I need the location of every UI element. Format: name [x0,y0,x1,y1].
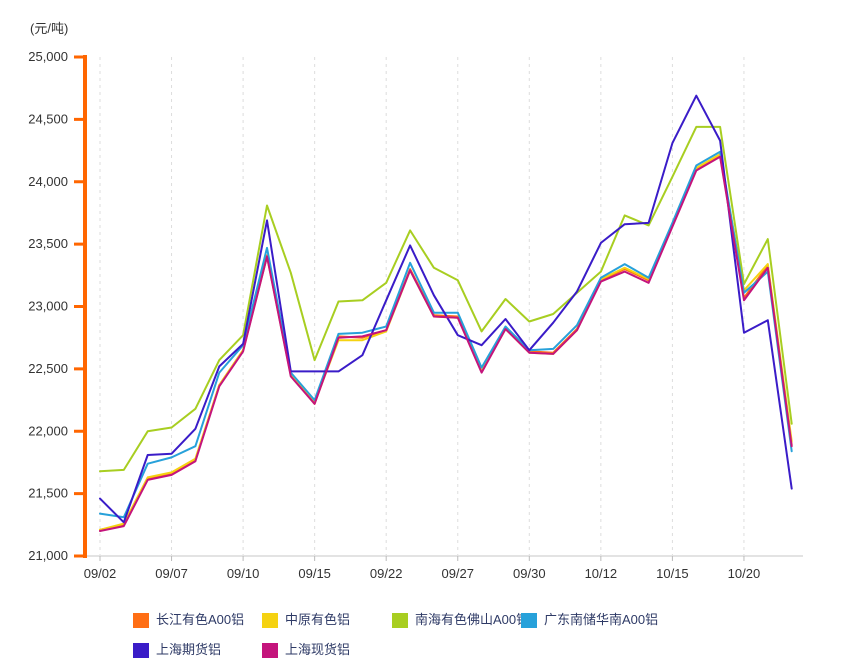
legend-item-5[interactable]: 上海现货铝 [262,642,350,658]
y-axis-tick [74,180,83,184]
y-axis-tick [74,429,83,433]
chart-legend: 长江有色A00铝 中原有色铝 南海有色佛山A00铝 广东南储华南A00铝上海期货铝 上海… [0,600,854,672]
series-line-3 [99,150,793,519]
legend-swatch-icon [262,612,278,628]
chart-canvas: 09/02 09/07 09/10 09/15 09/22 09/27 09/30 10/12… [28,49,803,581]
y-axis-label: 24,000 [28,174,68,189]
y-axis-tick [74,492,83,496]
series-line-5 [99,155,793,532]
x-axis-label: 09/22 [370,566,403,581]
y-axis-label: 24,500 [28,111,68,126]
legend-label: 上海期货铝 [156,642,222,657]
y-axis-tick [74,55,83,59]
series-line-4 [99,94,793,524]
x-axis-label: 09/10 [227,566,260,581]
y-axis-label: 25,000 [28,49,68,64]
x-axis-label: 09/27 [441,566,474,581]
legend-label: 中原有色铝 [285,612,351,627]
legend-item-4[interactable]: 上海期货铝 [133,642,221,658]
legend-item-1[interactable]: 中原有色铝 [262,612,350,628]
y-axis-label: 21,500 [28,486,68,501]
legend-swatch-icon [133,612,149,628]
series-line-1 [99,153,793,531]
y-axis-line [83,55,87,558]
legend-label: 长江有色A00铝 [156,612,245,627]
x-axis-label: 09/15 [298,566,331,581]
legend-label: 南海有色佛山A00铝 [415,612,530,627]
y-axis-tick [74,367,83,371]
legend-swatch-icon [133,642,149,658]
legend-label: 广东南储华南A00铝 [544,612,659,627]
series-line-0 [99,154,793,531]
y-axis-label: 22,500 [28,361,68,376]
price-line-chart: (元/吨) 09/02 09/07 09/10 09/15 09/22 09/27 09/3… [28,21,803,581]
y-axis-label: 23,500 [28,236,68,251]
legend-swatch-icon [521,612,537,628]
legend-swatch-icon [392,612,408,628]
x-axis-label: 09/30 [513,566,546,581]
y-axis-tick [74,554,83,558]
x-axis-label: 09/07 [155,566,188,581]
legend-label: 上海现货铝 [285,642,351,657]
x-axis-label: 10/15 [656,566,689,581]
y-axis-tick [74,242,83,246]
series-line-2 [99,125,793,473]
legend-item-0[interactable]: 长江有色A00铝 [133,612,244,628]
x-axis-label: 09/02 [84,566,117,581]
y-axis-label: 21,000 [28,548,68,563]
legend-swatch-icon [262,642,278,658]
y-axis-tick [74,305,83,308]
x-axis-label: 10/20 [728,566,761,581]
legend-item-3[interactable]: 广东南储华南A00铝 [521,612,658,628]
x-axis-label: 10/12 [585,566,618,581]
y-axis-unit-label: (元/吨) [30,21,69,36]
y-axis-label: 22,000 [28,423,68,438]
legend-item-2[interactable]: 南海有色佛山A00铝 [392,612,529,628]
y-axis-tick [74,117,83,121]
y-axis-label: 23,000 [28,299,68,314]
